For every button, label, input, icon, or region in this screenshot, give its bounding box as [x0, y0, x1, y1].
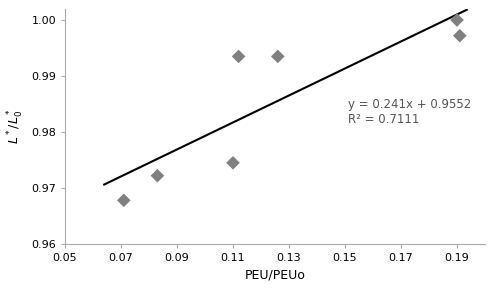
- X-axis label: PEU/PEUo: PEU/PEUo: [244, 269, 306, 282]
- Y-axis label: $L^*/L_0^*$: $L^*/L_0^*$: [6, 108, 25, 144]
- Point: [456, 33, 464, 38]
- Point: [234, 54, 242, 59]
- Point: [274, 54, 282, 59]
- Point: [229, 161, 237, 165]
- Point: [453, 18, 461, 22]
- Text: y = 0.241x + 0.9552
R² = 0.7111: y = 0.241x + 0.9552 R² = 0.7111: [348, 98, 471, 126]
- Point: [154, 173, 162, 178]
- Point: [120, 198, 128, 203]
